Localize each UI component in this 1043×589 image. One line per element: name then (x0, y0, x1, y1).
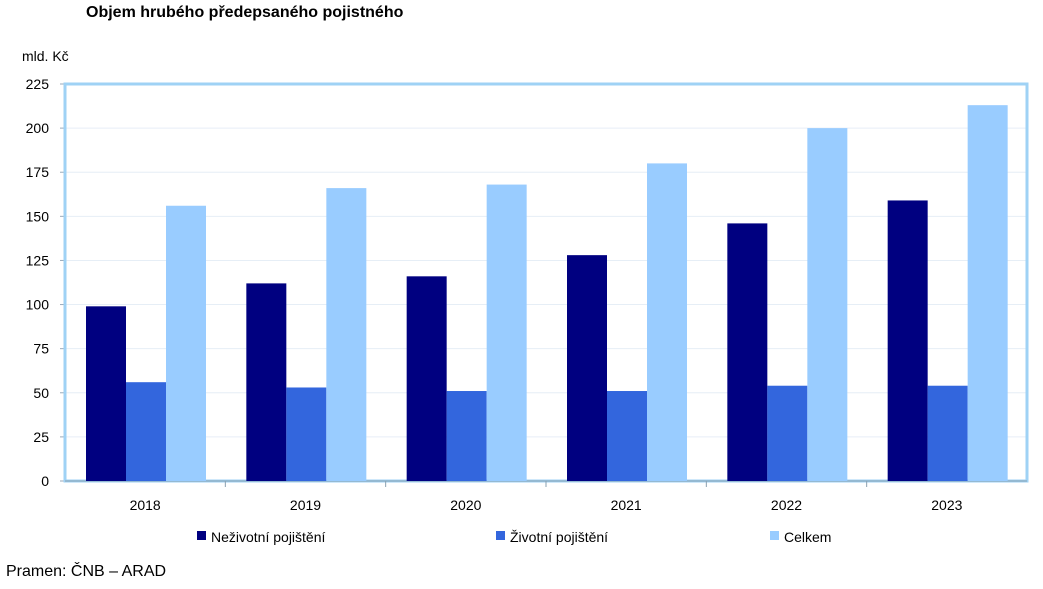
legend-label: Celkem (784, 529, 831, 545)
bar-2021-1 (567, 255, 607, 481)
y-tick-label: 50 (33, 385, 49, 401)
bar-2018-2 (126, 382, 166, 481)
bar-2023-1 (887, 200, 928, 481)
x-tick-label: 2020 (450, 497, 481, 513)
chart-title: Objem hrubého předepsaného pojistného (86, 4, 404, 21)
y-tick-label: 150 (26, 208, 50, 224)
bar-2022-1 (727, 223, 768, 481)
y-tick-label: 200 (26, 120, 50, 136)
bar-2021-2 (607, 391, 647, 481)
bar-2021-3 (647, 163, 687, 481)
bar-2020-3 (486, 184, 527, 481)
legend-label: Neživotní pojištění (211, 529, 326, 545)
y-tick-label: 75 (33, 341, 49, 357)
x-tick-label: 2023 (931, 497, 962, 513)
x-tick-label: 2019 (290, 497, 321, 513)
y-tick-label: 25 (33, 429, 49, 445)
y-tick-label: 125 (26, 252, 50, 268)
plot-frame (63, 82, 1029, 483)
bar-2019-2 (286, 387, 327, 481)
source-note: Pramen: ČNB – ARAD (6, 563, 167, 580)
y-tick-label: 0 (41, 473, 49, 489)
x-tick-label: 2018 (130, 497, 161, 513)
bar-2018-1 (86, 306, 126, 481)
y-axis-unit-label: mld. Kč (22, 48, 69, 64)
bar-2023-2 (927, 385, 968, 481)
y-tick-label: 225 (26, 76, 50, 92)
x-tick-label: 2021 (611, 497, 642, 513)
bar-2019-3 (326, 188, 367, 481)
bar-2023-3 (967, 105, 1008, 481)
legend-label: Životní pojištění (510, 529, 608, 545)
bar-2018-3 (166, 205, 206, 481)
bar-2020-2 (446, 391, 487, 481)
legend-swatch (770, 531, 779, 540)
legend-swatch (496, 531, 505, 540)
y-tick-label: 100 (26, 297, 50, 313)
bar-2019-1 (246, 283, 287, 481)
y-tick-label: 175 (26, 164, 50, 180)
bar-2022-2 (767, 385, 808, 481)
legend-swatch (197, 531, 206, 540)
bar-2022-3 (807, 128, 848, 481)
bar-2020-1 (406, 276, 447, 481)
x-tick-label: 2022 (771, 497, 802, 513)
